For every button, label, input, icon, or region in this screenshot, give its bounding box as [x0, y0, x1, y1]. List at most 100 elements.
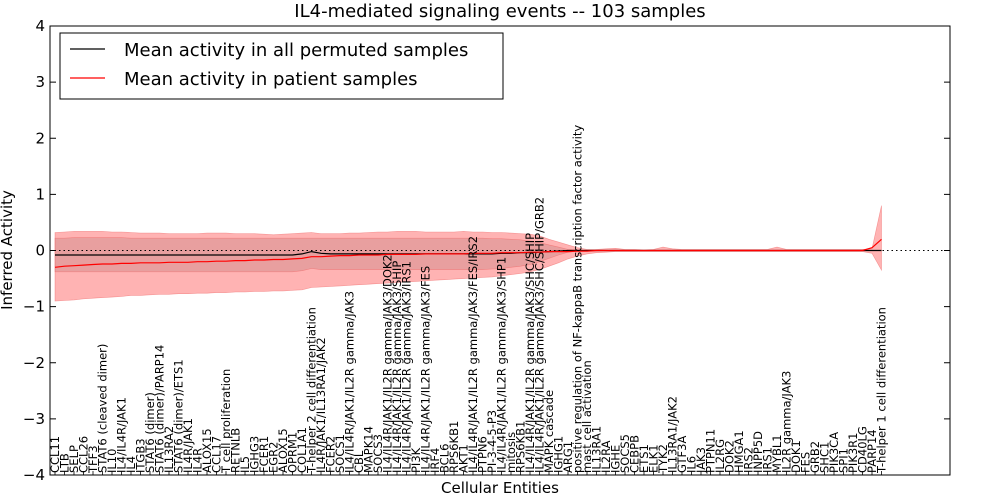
chart-title: IL4-mediated signaling events -- 103 sam…	[294, 1, 705, 22]
plot-frame	[49, 25, 951, 476]
entity-label: STAT6 (dimer)/PARP14	[153, 345, 167, 473]
entity-label: FCER2	[324, 436, 338, 473]
entity-label: CCL17	[210, 436, 224, 473]
entity-label: ELK1	[647, 444, 661, 473]
entity-label: IL4R/JAK1	[181, 418, 195, 473]
entity-label: IL4/IL4R/JAK1	[115, 397, 129, 473]
entity-label: SOCS1	[333, 434, 347, 473]
y-tick-label: −4	[23, 466, 45, 484]
entity-label: ETS1	[637, 444, 651, 473]
legend-box	[59, 32, 504, 100]
entity-label: STAT6 (dimer)	[143, 392, 157, 473]
entity-label: IL4/IL4R/JAK1/IL2R gamma/JAK3	[343, 291, 357, 473]
entity-label: RPS6KB1	[514, 421, 528, 473]
entity-label: positive regulation of NF-kappaB transcr…	[571, 125, 585, 473]
entity-label: MYBL1	[770, 434, 784, 473]
entity-label: IL4R/JAK1/IL13RA1/JAK2	[314, 337, 328, 473]
entity-label: INPP5D	[751, 431, 765, 473]
entity-label: CCL26	[77, 436, 91, 473]
entity-label: DOK1	[789, 440, 803, 473]
entity-label: IRS2	[742, 447, 756, 473]
entity-label: FES	[799, 452, 813, 473]
series-line-patient	[54, 238, 882, 268]
entity-label: OPRM1	[286, 432, 300, 473]
entity-label: TFF3	[86, 445, 100, 474]
entity-label: PTPN11	[704, 429, 718, 473]
entity-label: MAPK14	[362, 426, 376, 473]
entity-label: IRF4	[428, 448, 442, 473]
entity-label: PI3K	[409, 447, 423, 473]
entity-label: IL4/IL4R/JAK1/IL2R gamma/JAK3/DOK2	[381, 254, 395, 473]
entity-label: SOCS5	[618, 434, 632, 473]
entity-label: DOK2	[723, 440, 737, 473]
entity-label: ITGB3	[134, 438, 148, 473]
entity-label: IL5	[238, 456, 252, 473]
entity-label: RPS6KB1	[447, 421, 461, 473]
entity-label: T-helper 1 cell differentiation	[875, 307, 889, 474]
entity-label: IL2R gamma/JAK3	[780, 371, 794, 473]
legend: Mean activity in all permuted samples Me…	[59, 32, 504, 100]
entity-label: FCER1	[257, 436, 271, 473]
entity-label: CBL	[352, 450, 366, 473]
entity-label: AKT1	[457, 444, 471, 473]
entity-label: IL6	[685, 456, 699, 473]
entity-label: CCL11	[48, 436, 62, 473]
entity-label: COL1A1	[295, 427, 309, 473]
entity-label: GTF3A	[675, 436, 689, 473]
entity-label: IL4/IL4R/JAK1/IL2R gamma/JAK3/IRS1	[400, 261, 414, 473]
entity-label: IL4/IL4R/JAK1/IL2R gamma/JAK3/SHC/SHIP/G…	[533, 197, 547, 473]
x-axis-title: Cellular Entities	[441, 479, 559, 497]
y-axis-title: Inferred Activity	[0, 190, 16, 310]
entity-label: IL10	[105, 449, 119, 473]
entity-label: IL4R	[191, 448, 205, 473]
entity-label: PIK3CA	[827, 432, 841, 473]
y-tick-label: 1	[35, 185, 45, 203]
entity-label: PTPN6	[476, 436, 490, 473]
entity-label: SOCS3	[371, 434, 385, 473]
entity-label: IL4/IL4R/JAK1/IL2R gamma/JAK3/FES/IRS2	[466, 236, 480, 473]
entity-label: IRS1	[761, 447, 775, 473]
entity-label: CEBPB	[628, 435, 642, 473]
entity-label: IL4/IL4R/JAK1/IL2R gamma/JAK3/SHC/SHIP	[523, 233, 537, 473]
legend-label-patient: Mean activity in patient samples	[124, 69, 418, 90]
entity-label: BCL6	[438, 444, 452, 473]
entity-label: SELP	[67, 445, 81, 473]
y-tick-label: 3	[35, 73, 45, 91]
legend-label-permuted: Mean activity in all permuted samples	[124, 40, 468, 61]
entity-label: IL13RA1	[590, 426, 604, 473]
entity-label: IGHG3	[248, 436, 262, 473]
entity-label: SPI1	[837, 448, 851, 473]
entity-label: IL4/IL4R/JAK1/IL2R gamma/JAK3/SHP1	[495, 257, 509, 473]
entity-label: T-helper 2 cell differentiation	[305, 307, 319, 474]
plot-area: −4−3−2−101234CCL11LTBSELPCCL26TFF3STAT6 …	[23, 17, 950, 484]
entity-label: ALOX15	[276, 428, 290, 473]
entity-label: ARG1	[561, 441, 575, 473]
entity-label: PIK3R1	[846, 433, 860, 474]
entity-label: SHC1	[818, 442, 832, 473]
entity-label: IGHG1	[552, 436, 566, 473]
entity-label: JAK3	[694, 447, 708, 474]
entity-label: IL4/IL4R/JAK1/IL2R gamma/JAK3/SHIP	[390, 261, 404, 473]
entity-label: MAPK cascade	[542, 390, 556, 473]
y-tick-label: −1	[23, 298, 45, 316]
y-tick-label: −2	[23, 354, 45, 372]
y-tick-label: 2	[35, 129, 45, 147]
entity-label: IL4	[124, 456, 138, 473]
y-tick-label: −3	[23, 410, 45, 428]
entity-label: RETNLB	[229, 428, 243, 473]
entity-label: STAT6 (cleaved dimer)	[96, 344, 110, 473]
entity-label: IL13RA2	[162, 426, 176, 473]
entity-label: T cell proliferation	[219, 369, 233, 474]
entity-label: CD40LG	[856, 426, 870, 473]
entity-label: EGR2	[267, 442, 281, 474]
entity-label: LTB	[58, 453, 72, 473]
entity-label: mitosis	[504, 432, 518, 473]
entity-label: mast cell activation	[580, 360, 594, 473]
entity-label: PI-3-4-5-P3	[485, 410, 499, 473]
entity-label: IL4/IL4R/JAK1/IL2R gamma/JAK3/FES	[419, 266, 433, 473]
entity-label: IL13RA1/JAK2	[666, 396, 680, 473]
entity-label: HMGA1	[732, 430, 746, 473]
entity-label: IL2RA	[599, 440, 613, 473]
entity-label: PARP14	[865, 429, 879, 473]
